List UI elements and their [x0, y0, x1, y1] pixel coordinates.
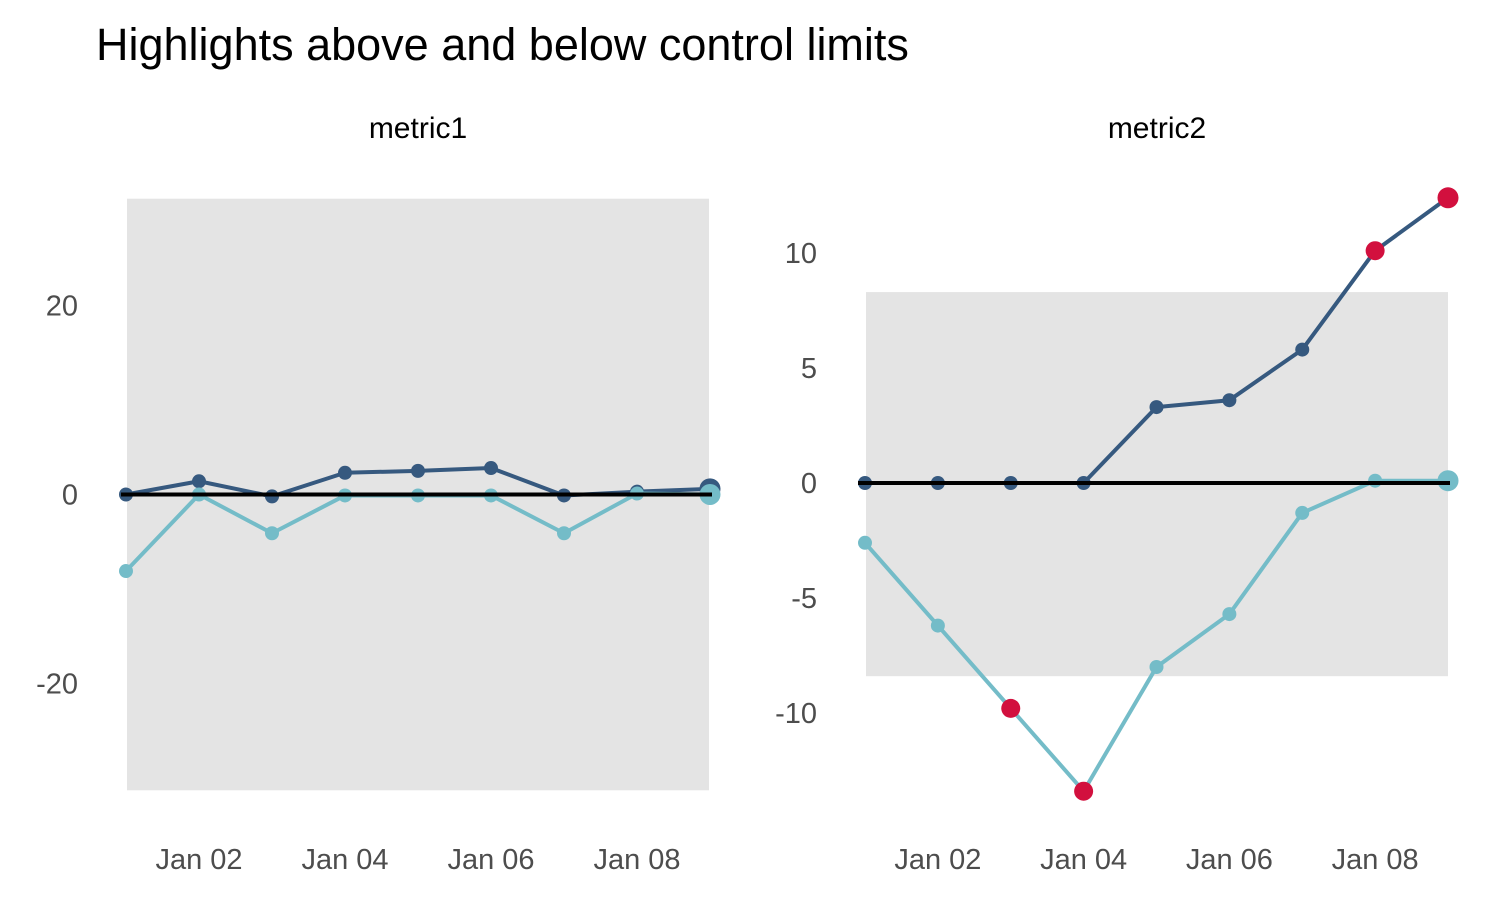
panel-title-metric2: metric2	[1107, 112, 1207, 145]
y-tick-label: -20	[36, 669, 78, 701]
signal-point	[1001, 698, 1021, 718]
x-tick-label: Jan 08	[1332, 844, 1419, 876]
data-point	[1222, 393, 1237, 408]
data-point	[1295, 505, 1310, 520]
y-tick-label: 10	[785, 238, 817, 270]
y-tick-label: 0	[801, 468, 817, 500]
data-point	[119, 564, 133, 579]
data-point	[1149, 400, 1164, 415]
panel-title-metric1: metric1	[368, 112, 468, 145]
chart-title: Highlights above and below control limit…	[96, 19, 909, 70]
data-point	[1222, 607, 1237, 622]
data-point	[1368, 473, 1383, 488]
x-tick-label: Jan 04	[1040, 844, 1127, 876]
data-point	[192, 474, 206, 489]
y-tick-label: 0	[62, 480, 78, 512]
y-tick-label: 20	[46, 291, 78, 323]
data-point	[858, 535, 872, 550]
data-point	[930, 618, 945, 633]
signal-point	[1437, 187, 1459, 209]
x-tick-label: Jan 08	[593, 844, 680, 876]
data-point	[411, 463, 425, 478]
data-point	[1149, 660, 1164, 674]
y-tick-label: 5	[801, 353, 817, 385]
data-point	[1295, 342, 1310, 357]
y-tick-label: -10	[775, 698, 817, 730]
data-point	[338, 465, 352, 480]
x-tick-label: Jan 04	[301, 844, 388, 876]
x-tick-label: Jan 02	[155, 844, 242, 876]
signal-point	[1365, 241, 1385, 261]
data-point	[1437, 470, 1459, 492]
x-tick-label: Jan 06	[447, 844, 534, 876]
x-tick-label: Jan 06	[1186, 844, 1273, 876]
data-point	[265, 526, 279, 541]
x-tick-label: Jan 02	[894, 844, 981, 876]
signal-point	[1074, 781, 1094, 801]
data-point	[557, 526, 571, 541]
data-point	[484, 461, 498, 476]
y-tick-label: -5	[791, 583, 817, 615]
